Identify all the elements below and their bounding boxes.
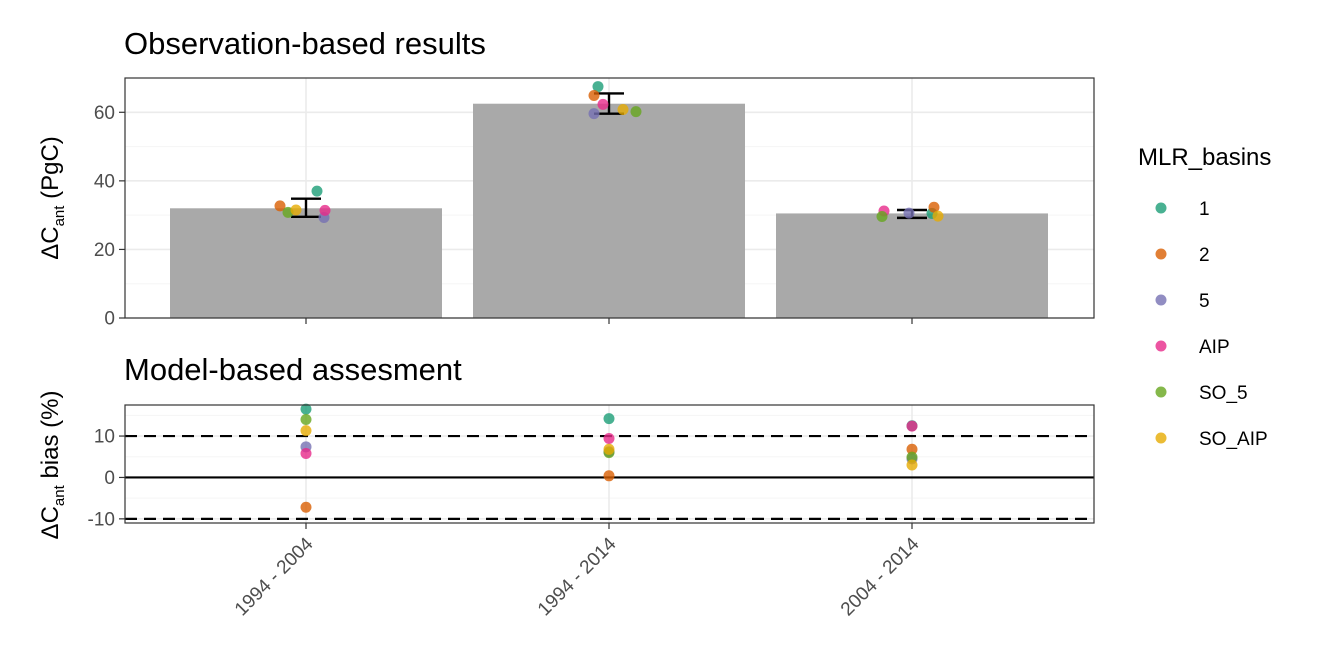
data-point: [592, 81, 604, 93]
x-tick-label: 1994 - 2014: [534, 533, 621, 620]
bottom-points: [300, 403, 918, 513]
bottom-y-ticks: -10 0 10: [88, 427, 125, 530]
data-point: [603, 443, 615, 455]
data-point: [319, 204, 331, 216]
bot-y-tick-label: -10: [88, 509, 115, 530]
top-y-axis-label-tail: (PgC): [37, 136, 64, 205]
data-point: [300, 425, 312, 437]
bar: [473, 103, 745, 318]
legend-key: [1155, 202, 1167, 214]
data-point: [300, 501, 312, 513]
data-point: [311, 185, 323, 197]
bar: [776, 213, 1048, 318]
data-point: [876, 211, 888, 223]
data-point: [906, 451, 918, 463]
top-x-tick-marks: [305, 318, 913, 324]
data-point: [603, 470, 615, 482]
top-y-tick-label: 60: [94, 103, 115, 124]
data-point: [906, 459, 918, 471]
top-y-tick-label: 40: [94, 171, 115, 192]
legend: MLR_basins 1 2 5 AIP SO_5 SO_AIP: [1138, 144, 1271, 450]
legend-key: [1155, 248, 1167, 260]
top-y-axis-label-sub: ant: [51, 205, 68, 227]
data-point: [588, 108, 600, 120]
legend-label: SO_AIP: [1199, 429, 1268, 450]
data-point: [300, 403, 312, 415]
legend-label: 5: [1199, 291, 1210, 312]
bot-y-tick-label: 0: [104, 468, 115, 489]
data-point: [630, 106, 642, 118]
legend-key: [1155, 432, 1167, 444]
legend-label: 1: [1199, 199, 1210, 220]
data-point: [903, 207, 915, 219]
top-y-tick-label: 20: [94, 240, 115, 261]
bottom-y-axis-label: ΔCant bias (%): [37, 391, 68, 540]
x-tick-label: 1994 - 2004: [231, 533, 318, 620]
top-panel: 0 20 40 60: [94, 77, 1095, 330]
bottom-y-axis-label-main: ΔC: [37, 506, 64, 539]
legend-label: 2: [1199, 245, 1210, 266]
legend-key: [1155, 386, 1167, 398]
data-point: [603, 433, 615, 445]
bot-y-tick-label: 10: [94, 427, 115, 448]
data-point: [928, 201, 940, 213]
bar: [170, 208, 442, 318]
legend-label: SO_5: [1199, 383, 1248, 404]
data-point: [906, 420, 918, 432]
data-point: [597, 98, 609, 110]
top-bars: [170, 103, 1048, 318]
legend-title: MLR_basins: [1138, 144, 1271, 171]
bottom-panel: -10 0 10 1994 - 2004 1994 - 2014 2004 - 2014: [88, 403, 1095, 620]
x-tick-label: 2004 - 2014: [837, 533, 924, 620]
data-point: [300, 447, 312, 459]
data-point: [300, 413, 312, 425]
data-point: [906, 443, 918, 455]
data-point: [274, 200, 286, 212]
legend-label: AIP: [1199, 337, 1230, 358]
data-point: [290, 204, 302, 216]
data-point: [932, 210, 944, 222]
top-y-tick-label: 0: [104, 309, 115, 330]
legend-key: [1155, 294, 1167, 306]
data-point: [588, 89, 600, 101]
top-y-axis-label: ΔCant (PgC): [37, 136, 68, 260]
top-y-axis-label-main: ΔC: [37, 226, 64, 259]
bottom-x-ticks: 1994 - 2004 1994 - 2014 2004 - 2014: [231, 523, 924, 620]
legend-key: [1155, 340, 1167, 352]
bottom-y-axis-label-sub: ant: [51, 484, 68, 506]
top-points: [274, 81, 944, 224]
legend-items: 1 2 5 AIP SO_5 SO_AIP: [1155, 199, 1268, 450]
data-point: [603, 413, 615, 425]
top-panel-title: Observation-based results: [124, 26, 486, 61]
data-point: [617, 104, 629, 116]
bottom-panel-title: Model-based assesment: [124, 352, 462, 387]
bottom-y-axis-label-tail: bias (%): [37, 391, 64, 486]
top-y-ticks: 0 20 40 60: [94, 103, 125, 330]
